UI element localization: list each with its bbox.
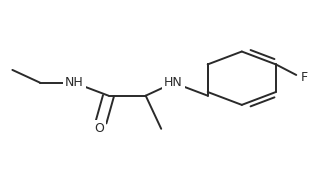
Text: HN: HN [164,76,183,89]
Text: NH: NH [65,76,84,89]
Text: F: F [301,71,308,84]
Text: O: O [94,122,104,135]
